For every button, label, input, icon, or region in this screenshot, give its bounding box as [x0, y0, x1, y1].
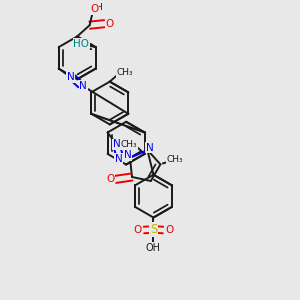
- Text: N: N: [124, 151, 131, 160]
- Text: N: N: [67, 72, 74, 82]
- Text: N: N: [115, 154, 123, 164]
- Text: S: S: [150, 223, 157, 236]
- Text: H: H: [95, 3, 102, 12]
- Text: O: O: [133, 225, 142, 235]
- Text: N: N: [79, 81, 87, 91]
- Text: O: O: [90, 4, 98, 14]
- Text: CH₃: CH₃: [167, 155, 183, 164]
- Text: N: N: [146, 143, 154, 153]
- Text: OH: OH: [146, 243, 161, 253]
- Text: HO: HO: [74, 39, 89, 49]
- Text: CH₃: CH₃: [121, 140, 137, 149]
- Text: N: N: [112, 140, 120, 149]
- Text: O: O: [165, 225, 174, 235]
- Text: O: O: [106, 19, 114, 29]
- Text: O: O: [106, 174, 114, 184]
- Text: CH₃: CH₃: [117, 68, 134, 77]
